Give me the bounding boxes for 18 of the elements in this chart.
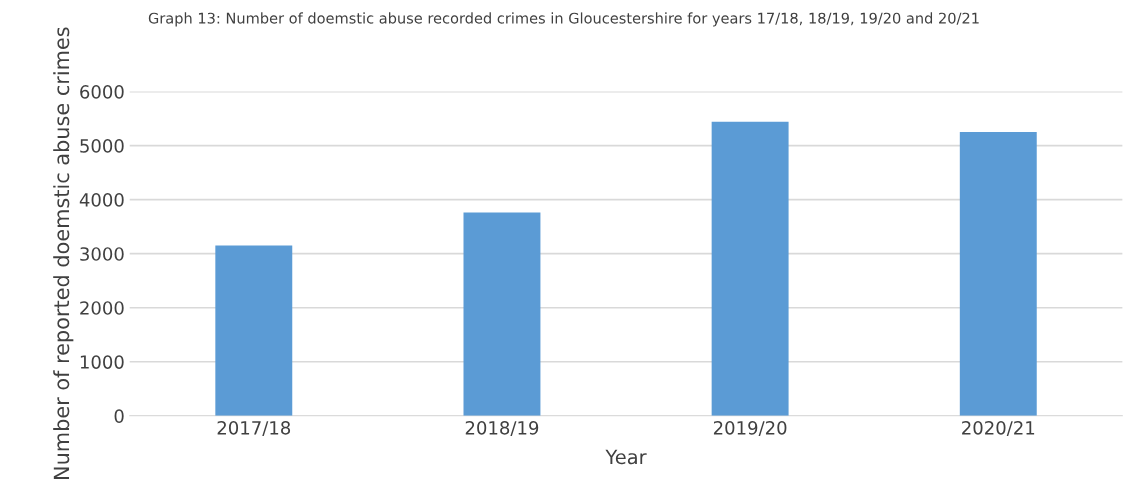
x-tick-label: 2019/20	[713, 420, 787, 437]
y-tick-label: 3000	[80, 247, 124, 261]
y-tick-label: 6000	[80, 85, 124, 99]
bar	[215, 245, 293, 416]
y-tick-label: 0	[114, 409, 124, 423]
y-tick-label: 1000	[80, 355, 124, 369]
y-tick-label: 2000	[80, 301, 124, 315]
y-tick-label: 5000	[80, 139, 124, 153]
y-axis-title: Number of reported doemstic abuse crimes	[53, 27, 74, 479]
chart-title: Graph 13: Number of doemstic abuse recorded crimes in Gloucestershire for years 17/18, 18/19, 19/20 and 20/21	[148, 12, 979, 27]
x-tick-label: 2017/18	[217, 420, 291, 437]
bar	[463, 212, 541, 416]
bar	[959, 132, 1037, 416]
x-axis-title: Year	[605, 449, 647, 465]
x-tick-label: 2020/21	[962, 420, 1035, 437]
x-tick-label: 2018/19	[465, 420, 539, 437]
y-tick-label: 4000	[79, 193, 124, 207]
bar	[711, 121, 789, 416]
